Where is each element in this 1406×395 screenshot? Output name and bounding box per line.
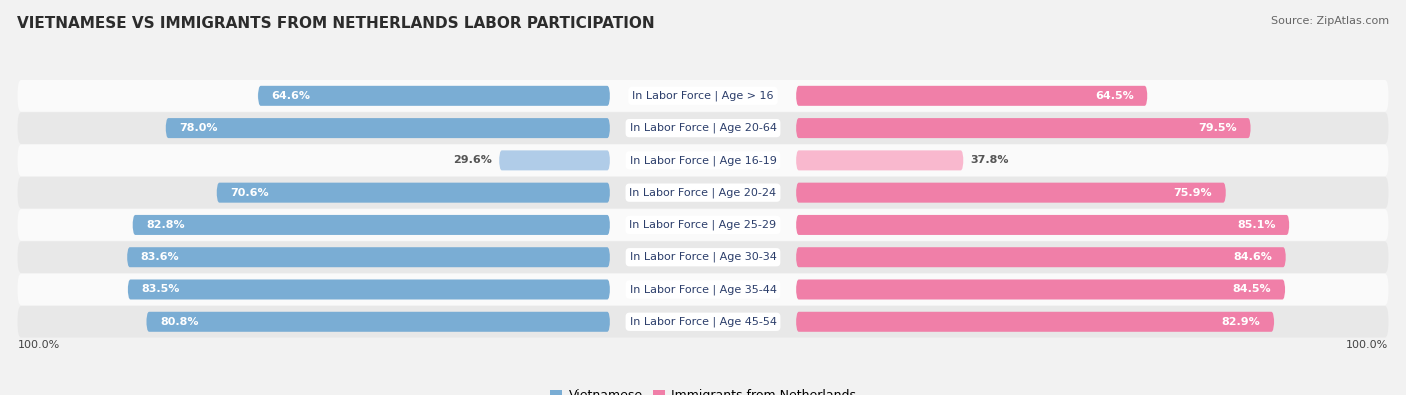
Text: 82.9%: 82.9%	[1222, 317, 1260, 327]
Text: 84.6%: 84.6%	[1233, 252, 1272, 262]
Text: 100.0%: 100.0%	[17, 340, 59, 350]
Text: 82.8%: 82.8%	[146, 220, 186, 230]
FancyBboxPatch shape	[17, 112, 1389, 144]
Text: In Labor Force | Age 45-54: In Labor Force | Age 45-54	[630, 316, 776, 327]
FancyBboxPatch shape	[132, 215, 610, 235]
Text: 37.8%: 37.8%	[970, 155, 1010, 166]
FancyBboxPatch shape	[17, 306, 1389, 338]
Text: Source: ZipAtlas.com: Source: ZipAtlas.com	[1271, 16, 1389, 26]
FancyBboxPatch shape	[17, 209, 1389, 241]
Text: 79.5%: 79.5%	[1198, 123, 1237, 133]
FancyBboxPatch shape	[17, 177, 1389, 209]
Text: 80.8%: 80.8%	[160, 317, 198, 327]
Text: 100.0%: 100.0%	[1347, 340, 1389, 350]
FancyBboxPatch shape	[796, 247, 1286, 267]
FancyBboxPatch shape	[796, 312, 1274, 332]
Text: 85.1%: 85.1%	[1237, 220, 1275, 230]
Legend: Vietnamese, Immigrants from Netherlands: Vietnamese, Immigrants from Netherlands	[544, 384, 862, 395]
FancyBboxPatch shape	[17, 274, 1389, 305]
Text: In Labor Force | Age > 16: In Labor Force | Age > 16	[633, 90, 773, 101]
Text: 70.6%: 70.6%	[231, 188, 269, 198]
FancyBboxPatch shape	[796, 215, 1289, 235]
FancyBboxPatch shape	[499, 150, 610, 170]
Text: 64.6%: 64.6%	[271, 91, 311, 101]
Text: 75.9%: 75.9%	[1174, 188, 1212, 198]
Text: In Labor Force | Age 20-64: In Labor Force | Age 20-64	[630, 123, 776, 134]
FancyBboxPatch shape	[127, 247, 610, 267]
FancyBboxPatch shape	[796, 150, 963, 170]
Text: In Labor Force | Age 35-44: In Labor Force | Age 35-44	[630, 284, 776, 295]
FancyBboxPatch shape	[796, 86, 1147, 106]
FancyBboxPatch shape	[257, 86, 610, 106]
FancyBboxPatch shape	[796, 182, 1226, 203]
Text: In Labor Force | Age 25-29: In Labor Force | Age 25-29	[630, 220, 776, 230]
Text: 78.0%: 78.0%	[180, 123, 218, 133]
Text: 83.6%: 83.6%	[141, 252, 180, 262]
Text: In Labor Force | Age 20-24: In Labor Force | Age 20-24	[630, 187, 776, 198]
FancyBboxPatch shape	[217, 182, 610, 203]
FancyBboxPatch shape	[796, 118, 1251, 138]
Text: 84.5%: 84.5%	[1233, 284, 1271, 295]
Text: 29.6%: 29.6%	[453, 155, 492, 166]
Text: VIETNAMESE VS IMMIGRANTS FROM NETHERLANDS LABOR PARTICIPATION: VIETNAMESE VS IMMIGRANTS FROM NETHERLAND…	[17, 16, 655, 31]
FancyBboxPatch shape	[17, 241, 1389, 273]
FancyBboxPatch shape	[17, 145, 1389, 176]
Text: In Labor Force | Age 16-19: In Labor Force | Age 16-19	[630, 155, 776, 166]
Text: In Labor Force | Age 30-34: In Labor Force | Age 30-34	[630, 252, 776, 262]
FancyBboxPatch shape	[146, 312, 610, 332]
FancyBboxPatch shape	[166, 118, 610, 138]
Text: 83.5%: 83.5%	[142, 284, 180, 295]
FancyBboxPatch shape	[128, 280, 610, 299]
FancyBboxPatch shape	[796, 280, 1285, 299]
FancyBboxPatch shape	[17, 80, 1389, 112]
Text: 64.5%: 64.5%	[1095, 91, 1133, 101]
